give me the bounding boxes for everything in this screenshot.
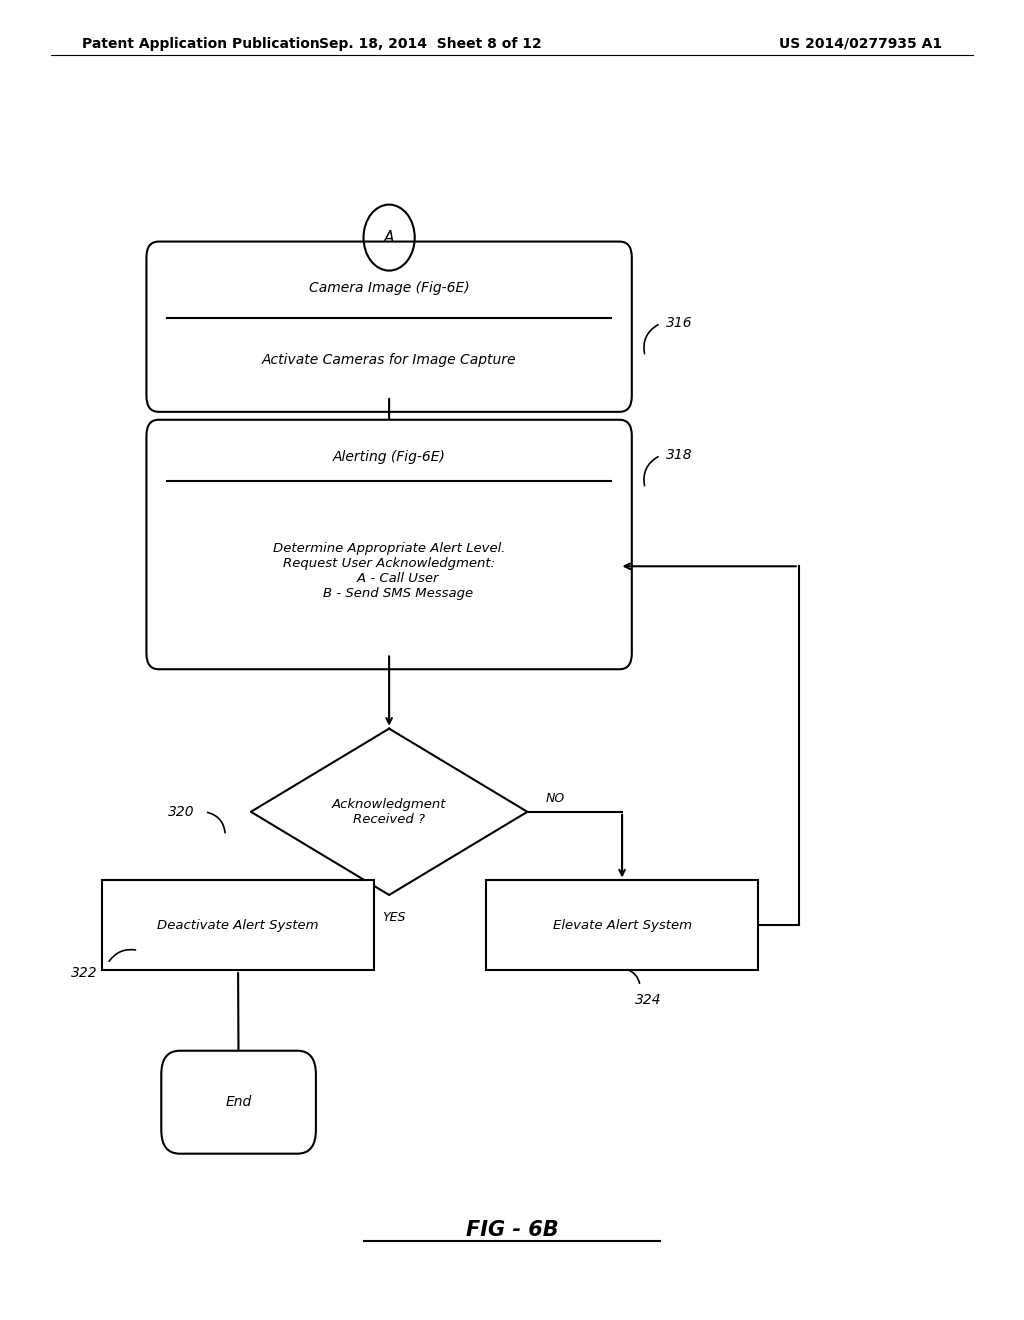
FancyBboxPatch shape bbox=[146, 242, 632, 412]
Text: Deactivate Alert System: Deactivate Alert System bbox=[158, 919, 318, 932]
Text: Determine Appropriate Alert Level.
Request User Acknowledgment:
    A - Call Use: Determine Appropriate Alert Level. Reque… bbox=[272, 541, 506, 599]
Text: Elevate Alert System: Elevate Alert System bbox=[553, 919, 691, 932]
FancyBboxPatch shape bbox=[162, 1051, 315, 1154]
Polygon shape bbox=[251, 729, 527, 895]
Text: 318: 318 bbox=[666, 449, 692, 462]
Text: End: End bbox=[225, 1096, 252, 1109]
Text: Camera Image (Fig-6E): Camera Image (Fig-6E) bbox=[309, 281, 469, 294]
Text: FIG - 6B: FIG - 6B bbox=[466, 1220, 558, 1241]
Text: Alerting (Fig-6E): Alerting (Fig-6E) bbox=[333, 450, 445, 465]
Text: YES: YES bbox=[383, 911, 406, 924]
Text: 322: 322 bbox=[71, 966, 97, 981]
Bar bbox=[102, 880, 374, 970]
Text: 320: 320 bbox=[168, 805, 195, 818]
Bar bbox=[486, 880, 758, 970]
Text: Acknowledgment
Received ?: Acknowledgment Received ? bbox=[332, 797, 446, 826]
Text: Patent Application Publication: Patent Application Publication bbox=[82, 37, 319, 51]
FancyBboxPatch shape bbox=[146, 420, 632, 669]
Text: 324: 324 bbox=[635, 993, 662, 1007]
Text: A: A bbox=[384, 230, 394, 246]
Text: 316: 316 bbox=[666, 317, 692, 330]
Text: NO: NO bbox=[546, 792, 565, 805]
Text: Sep. 18, 2014  Sheet 8 of 12: Sep. 18, 2014 Sheet 8 of 12 bbox=[318, 37, 542, 51]
Text: US 2014/0277935 A1: US 2014/0277935 A1 bbox=[779, 37, 942, 51]
Text: Activate Cameras for Image Capture: Activate Cameras for Image Capture bbox=[262, 352, 516, 367]
